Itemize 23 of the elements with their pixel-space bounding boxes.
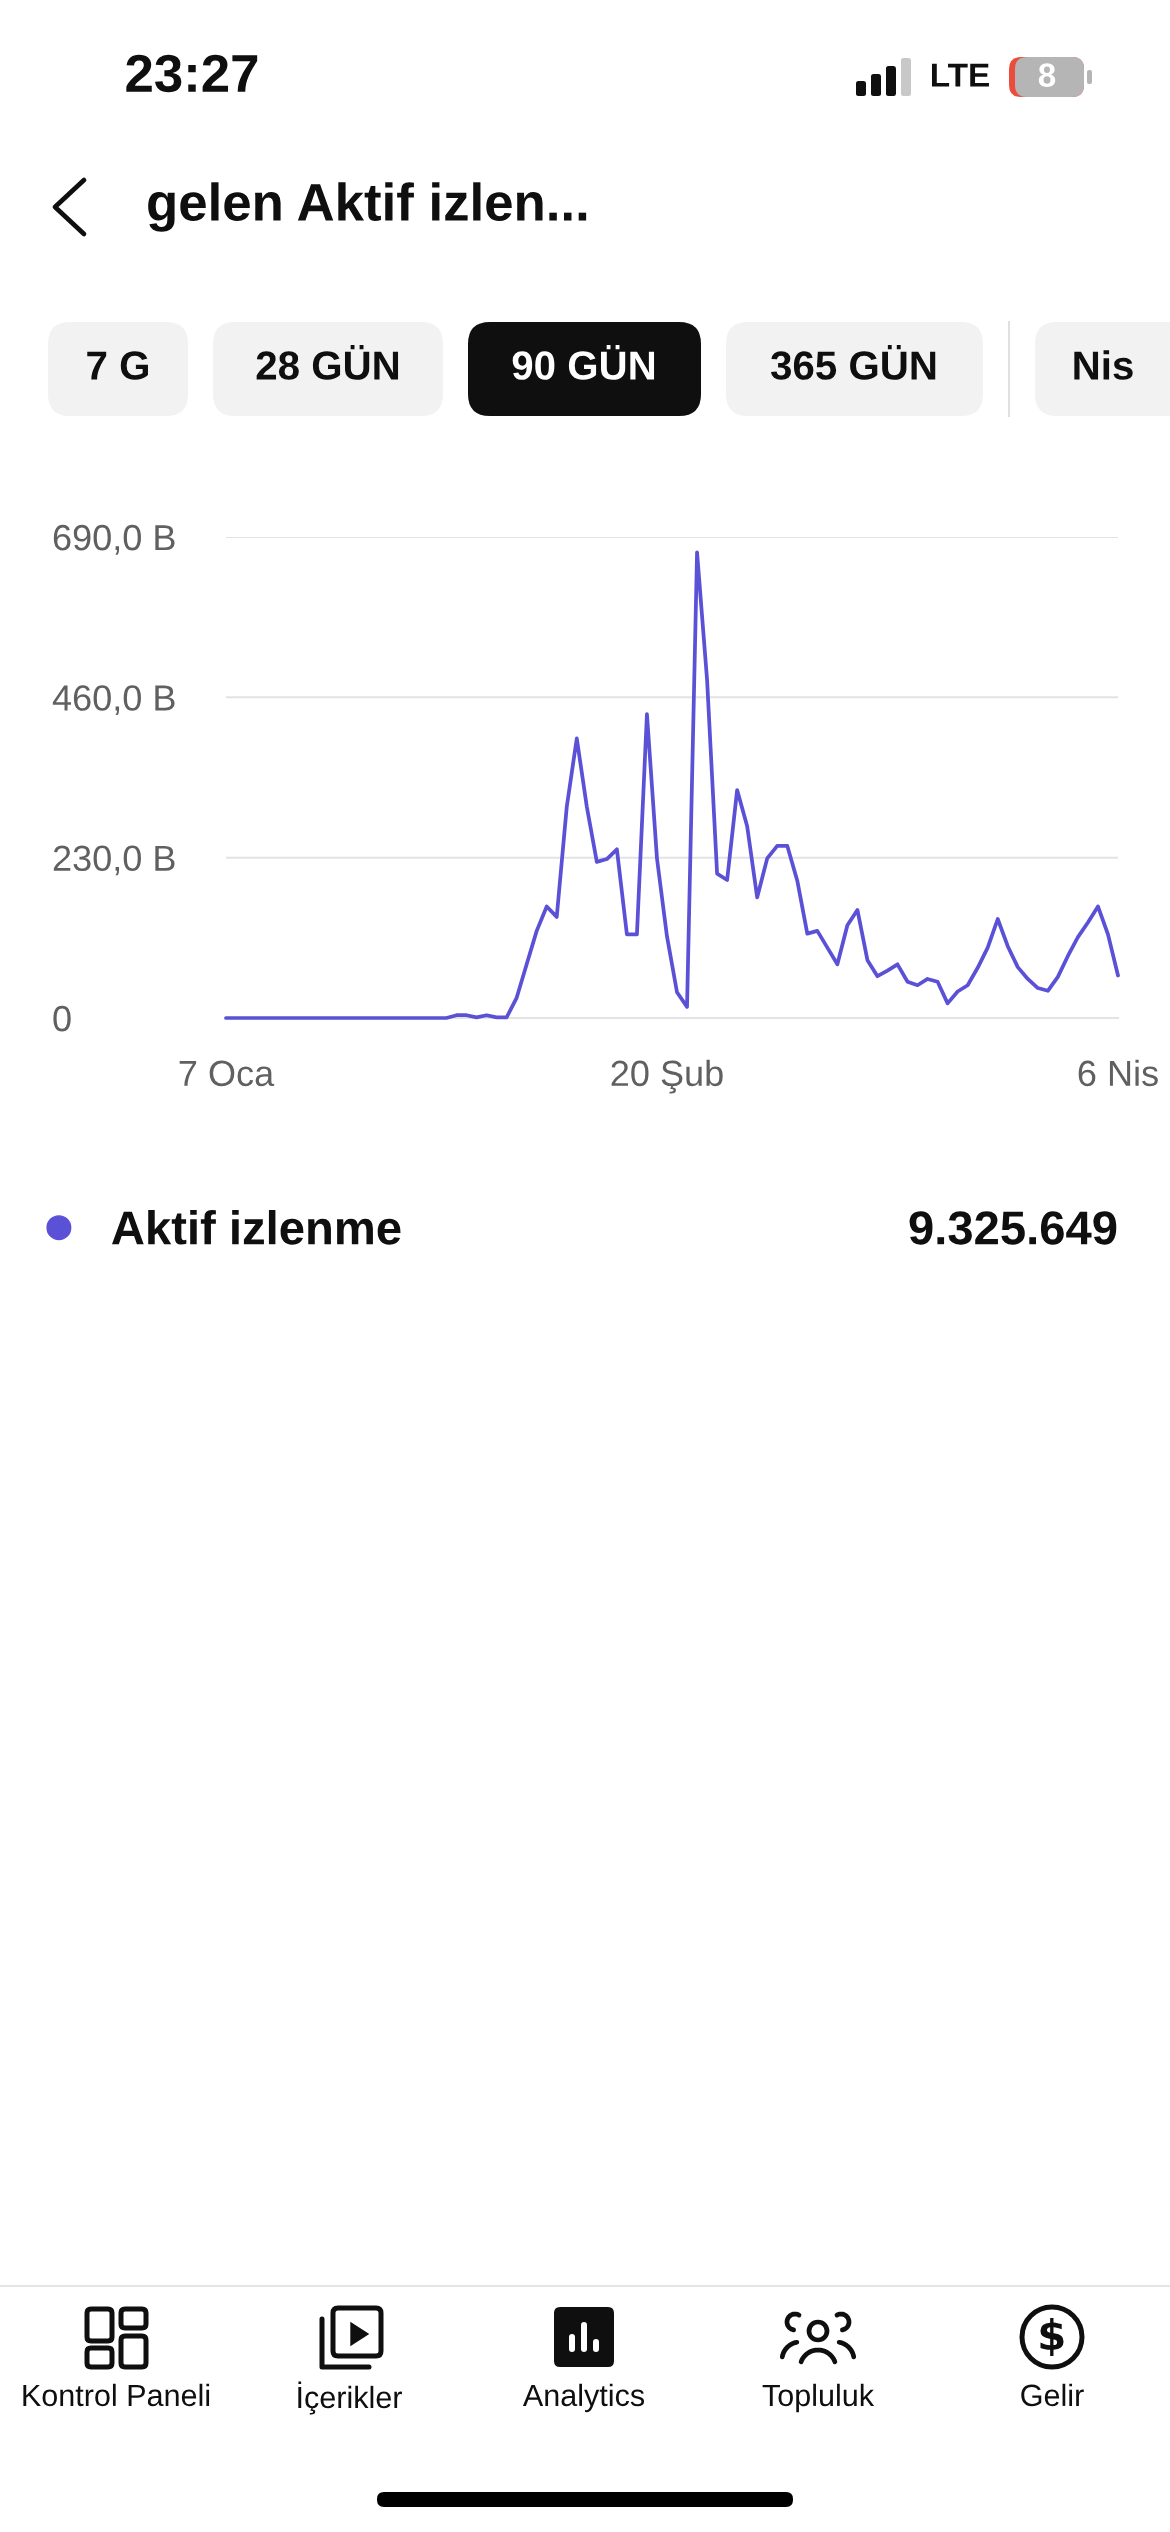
text: Topluluk (762, 2383, 875, 2413)
text: 7 G (87, 351, 148, 380)
text: 9.325.649 (909, 1211, 1117, 1245)
text: Nis (1074, 350, 1133, 380)
text: 28 GÜN (256, 345, 399, 380)
x-tick-label: 7 Oca (179, 1060, 275, 1087)
text: 8 (1038, 63, 1056, 87)
y-tick-label: 690,0 B (53, 524, 175, 555)
y-tick-label: 230,0 B (53, 845, 175, 876)
text: İçerikler (298, 2381, 402, 2415)
x-tick-label: 20 Şub (611, 1059, 723, 1094)
text: 365 GÜN (770, 345, 936, 380)
text: 23:27 (126, 54, 258, 93)
legend-label: Aktif izlenme (112, 1209, 401, 1245)
text: Analytics (522, 2383, 645, 2413)
text: 90 GÜN (512, 345, 655, 380)
y-tick-label: 0 (53, 1005, 71, 1032)
chart-title: gelen Aktif izlen... (148, 182, 587, 232)
y-tick-label: 460,0 B (52, 685, 175, 716)
x-tick-label: 6 Nis (1078, 1059, 1158, 1087)
text: Kontrol Paneli (23, 2383, 210, 2407)
text: Gelir (1021, 2383, 1084, 2407)
text: LTE (931, 63, 989, 87)
